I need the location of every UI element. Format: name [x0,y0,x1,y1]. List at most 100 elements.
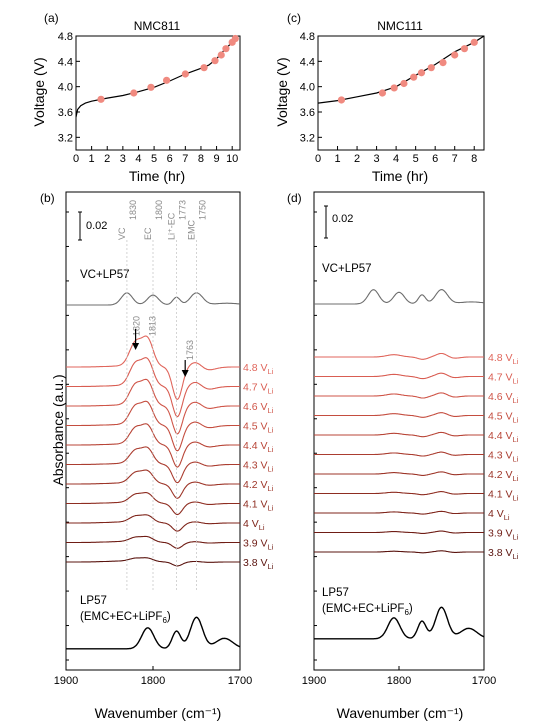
panel-c-voltage-curve [317,35,485,104]
panel-b-voltage-label-4.4: 4.4 VLi [243,440,274,454]
panel-c-xtick-label: 3 [374,153,380,165]
panel-d-voltage-label-4.2: 4.2 VLi [488,469,519,483]
panel-a-xtick-label: 3 [120,153,126,165]
panel-d-voltage-label-3.8: 3.8 VLi [488,547,519,561]
panel-c-ytick-label: 3.2 [300,132,315,144]
panel-b-guide-wavenumber-label: 1773 [177,200,187,220]
panel-b-spectrum-4.7v [66,357,240,418]
panel-d-ftir-spectra: (d) Wavenumber (cm⁻¹) 0.02 VC+LP57 LP57 … [287,191,519,721]
panel-b-xlabel: Wavenumber (cm⁻¹) [95,705,222,721]
panel-b-ref-bottom-line1: LP57 [80,595,107,607]
panel-d-spectrum-4.5v [314,412,484,418]
panel-d-spectrum-4.4v [314,431,484,438]
panel-b-voltage-label-3.8: 3.8 VLi [243,557,274,571]
panel-b-guide-wavenumber-label: 1750 [198,200,208,220]
panel-d-spectrum-3.8v [314,550,484,554]
panel-a-marker [97,95,105,103]
panel-b-guide-wavenumber-label: 1830 [128,200,138,220]
panel-d-scale-label: 0.02 [332,213,353,225]
panel-a-ytick-label: 4.0 [58,82,73,94]
panel-c-xtick-label: 1 [334,153,340,165]
panel-b-voltage-label-3.9: 3.9 VLi [243,538,274,552]
panel-b-guide-species-label: VC [117,227,127,240]
panel-c-xtick-label: 4 [393,153,399,165]
panel-b-voltage-label-4.3: 4.3 VLi [243,460,274,474]
panel-c-marker [470,38,478,46]
panel-b-xtick-label: 1700 [228,675,252,687]
panel-b-xtick-label: 1900 [54,675,78,687]
panel-b-scale-label: 0.02 [86,220,107,232]
panel-b-annotation-1820: 1820 [132,316,142,336]
panel-b-spectrum-3.8v [66,557,240,567]
panel-d-lp57-spectrum [314,606,485,640]
panel-d-xtick-label: 1900 [302,675,326,687]
panel-b-voltage-label-4.7: 4.7 VLi [243,382,274,396]
panel-a-xtick-label: 9 [214,153,220,165]
panel-c-marker [460,45,469,53]
panel-c-ylabel: Voltage (V) [274,57,290,126]
panel-c-marker [439,59,447,67]
panel-b-guide-species-label: EC [143,227,153,240]
panel-a-xtick-label: 0 [73,153,79,165]
panel-a-marker [231,34,239,43]
panel-d-spectrum-4.1v [314,491,484,496]
panel-d-spectrum-4.8v [314,352,484,360]
panel-b-spectrum-4.6v [66,378,240,435]
panel-b-spectrum-4v [66,514,240,532]
panel-a-xtick-label: 2 [104,153,110,165]
panel-d-spectrum-4.6v [314,392,484,399]
panel-d-voltage-label-4.5: 4.5 VLi [488,411,519,425]
panel-d-spectrum-4.2v [314,471,484,476]
panel-b-arrowhead-1820 [132,343,140,350]
panel-d-ref-top-label: VC+LP57 [322,263,372,275]
panel-d-spectrum-4.7v [314,372,484,380]
panel-b-ylabel: Absorbance (a.u.) [50,374,66,485]
panel-a-xtick-label: 5 [151,153,157,165]
panel-b-annotation-1763: 1763 [185,340,195,360]
panel-a-ytick-label: 4.8 [58,31,73,43]
panel-c-marker [451,51,459,59]
panel-d-xtick-label: 1700 [472,675,496,687]
panel-a-xtick-label: 4 [135,153,141,165]
panel-c-xtick-label: 7 [452,153,458,165]
panel-a-xtick-label: 1 [89,153,95,165]
panel-a-xtick-label: 7 [182,153,188,165]
panel-c-marker [400,79,408,88]
panel-d-voltage-label-4.8: 4.8 VLi [488,352,519,366]
panel-b-annotation-1813: 1813 [148,316,158,336]
panel-a-ytick-label: 3.6 [58,107,73,119]
panel-d-vc-lp57-spectrum [314,289,485,305]
panel-a-ylabel: Voltage (V) [31,57,47,126]
panel-d-spectrum-3.9v [314,530,484,534]
panel-a-marker [130,89,138,97]
panel-a-marker [222,45,230,53]
panel-a-marker [181,70,189,78]
panel-a-tag: (a) [44,11,59,25]
panel-c-title: NMC111 [377,19,423,33]
panel-c-ytick-label: 4.0 [300,82,315,94]
panel-c-xtick-label: 6 [432,153,438,165]
panel-d-xtick-label: 1800 [387,675,411,687]
panel-b-voltage-label-4.6: 4.6 VLi [243,401,274,415]
panel-c-ytick-label: 3.6 [300,107,315,119]
panel-d-voltage-label-3.9: 3.9 VLi [488,528,519,542]
panel-b-ref-top-label: VC+LP57 [80,269,130,281]
panel-c-marker [378,89,387,97]
panel-d-tag: (d) [287,191,302,205]
panel-c-xtick-label: 2 [354,153,360,165]
panel-b-spectrum-4.5v [66,400,240,452]
panel-a-xlabel: Time (hr) [129,168,185,184]
panel-b-lp57-spectrum [66,616,241,650]
panel-b-ftir-spectra: (b) Absorbance (a.u.) Wavenumber (cm⁻¹) … [40,191,274,721]
panel-c-ytick-label: 4.4 [300,56,315,68]
panel-b-voltage-label-4.8: 4.8 VLi [243,362,274,376]
panel-d-spectrum-4.3v [314,451,484,457]
panel-a-marker [162,76,171,84]
panel-b-spectrum-4.3v [66,446,240,484]
panel-b-voltage-label-4.5: 4.5 VLi [243,421,274,435]
panel-d-ref-bottom-line2: (EMC+EC+LiPF6) [322,603,413,617]
panel-a-plot-frame [75,35,241,151]
panel-a-marker [211,57,219,65]
